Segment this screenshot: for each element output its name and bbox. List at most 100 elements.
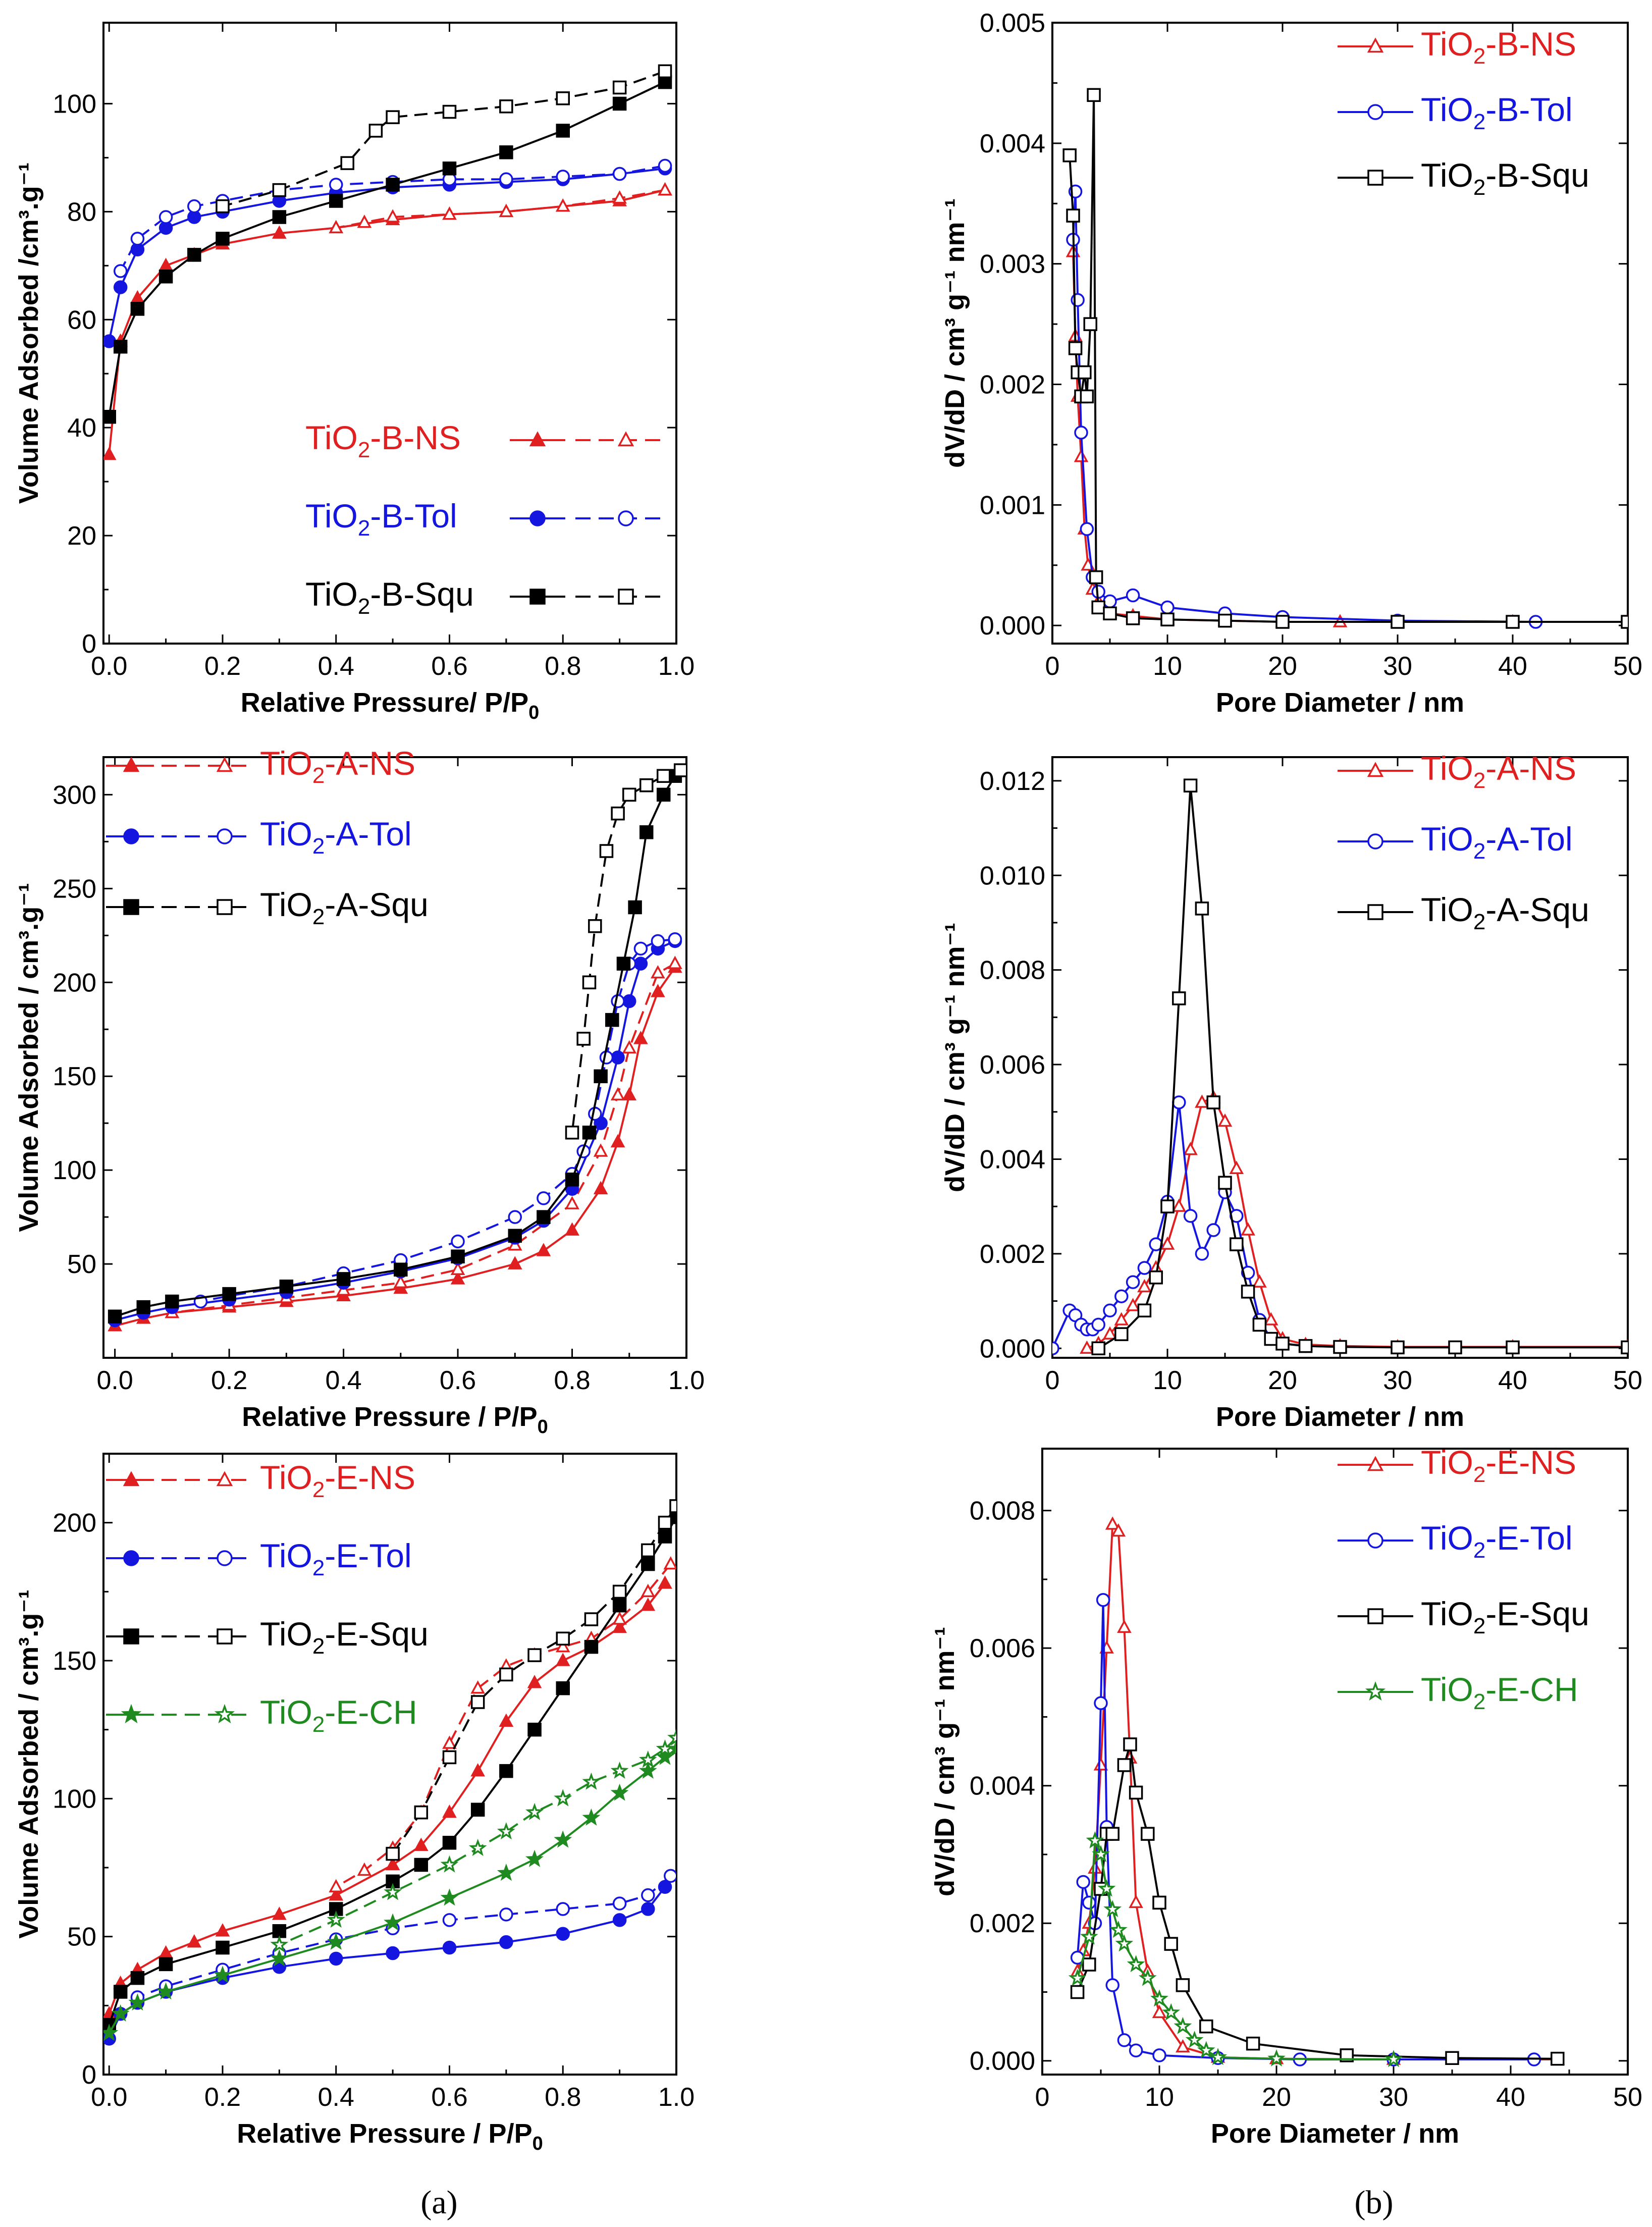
legend-marker-filled [529, 431, 546, 447]
data-point-distribution [1209, 2048, 1227, 2065]
data-point-distribution [1152, 2048, 1166, 2062]
data-point-distribution [1176, 1978, 1190, 1992]
data-point-desorption [329, 1879, 344, 1893]
data-point-adsorption [103, 2024, 119, 2041]
data-point-distribution [1621, 615, 1628, 629]
legend: TiO2-E-NS TiO2-E-Tol TiO2-E-Squ TiO2-E-CH [106, 1459, 429, 1737]
legend-marker-open [618, 589, 634, 605]
data-point-desorption [641, 1888, 655, 1902]
data-point-adsorption [336, 1272, 351, 1286]
data-point-adsorption [611, 1050, 625, 1065]
data-point-desorption [555, 198, 570, 212]
data-point-desorption [599, 1050, 614, 1065]
data-point-distribution [1137, 1261, 1152, 1275]
legend-marker-filled [123, 828, 139, 844]
legend-label: TiO2-B-Squ [305, 575, 474, 619]
data-point-distribution [1152, 2004, 1167, 2019]
data-point-adsorption [536, 1243, 551, 1256]
y-tick-label: 80 [67, 197, 96, 227]
data-point-distribution [1199, 2019, 1213, 2034]
data-point-adsorption [386, 1946, 400, 1960]
data-point-distribution [1129, 1894, 1143, 1908]
y-tick-label: 0.004 [980, 129, 1045, 158]
data-point-distribution [1137, 1279, 1152, 1293]
legend-label: TiO2-E-Squ [1421, 1595, 1589, 1638]
legend-label: TiO2-E-Tol [260, 1537, 412, 1580]
y-tick-label: 150 [52, 1647, 96, 1676]
series-line-distribution [1086, 1096, 1628, 1350]
legend-label: TiO2-E-CH [260, 1693, 417, 1737]
panel-label-b: (b) [1355, 2184, 1394, 2221]
series-line-distribution [1076, 1744, 1558, 2060]
data-point-adsorption [451, 1249, 465, 1263]
data-point-distribution [1114, 1289, 1129, 1303]
data-point-adsorption [616, 957, 631, 971]
data-point-desorption [611, 806, 625, 821]
legend-marker [1367, 170, 1383, 186]
y-axis-title: Volume Adsorbed / cm³.g⁻¹ [14, 1589, 44, 1939]
x-axis-title: Pore Diameter / nm [1216, 687, 1464, 718]
data-point-desorption [669, 1499, 676, 1513]
data-point-adsorption [440, 1888, 459, 1906]
y-tick-label: 100 [52, 1784, 96, 1814]
chart-pore-size-tio2-a: 0 10 20 30 40 50 0.000 0.002 0.004 0.006 0.008 0.01… [940, 750, 1642, 1432]
data-point-distribution [1096, 1593, 1110, 1607]
data-point-desorption [499, 1907, 513, 1922]
x-tick-label: 0.0 [91, 652, 127, 681]
data-point-adsorption [414, 1858, 429, 1872]
data-point-distribution [1080, 1927, 1098, 1945]
data-point-adsorption [641, 1902, 655, 1916]
data-point-desorption [658, 158, 672, 173]
data-point-distribution [1195, 902, 1209, 916]
x-tick-label: 0.0 [96, 1366, 133, 1395]
data-point-distribution [1126, 1298, 1140, 1311]
data-point-distribution [1160, 612, 1175, 626]
data-point-desorption [588, 919, 602, 933]
x-tick-label: 10 [1145, 2083, 1174, 2112]
data-point-distribution [1074, 426, 1088, 440]
data-point-distribution [1551, 2051, 1565, 2066]
data-point-adsorption [565, 1172, 579, 1187]
data-point-distribution [1083, 317, 1097, 331]
data-point-desorption [611, 994, 625, 1009]
data-point-desorption [499, 172, 513, 186]
data-point-adsorption [658, 1880, 672, 1894]
data-point-distribution [1091, 1341, 1105, 1356]
data-point-desorption [393, 1275, 408, 1288]
data-point-desorption [340, 156, 354, 170]
y-tick-label: 0.002 [980, 1240, 1045, 1269]
legend-marker-open [618, 510, 634, 526]
x-tick-label: 0.6 [431, 2083, 467, 2112]
data-point-distribution [1160, 1236, 1175, 1250]
legend-label: TiO2-A-Tol [260, 815, 412, 859]
data-point-desorption [468, 1838, 487, 1856]
data-point-desorption [658, 64, 672, 79]
legend-marker-filled [123, 1550, 139, 1566]
data-point-adsorption [622, 1087, 637, 1101]
data-point-desorption [664, 1869, 676, 1883]
data-point-adsorption [639, 825, 654, 839]
data-point-distribution [1129, 1785, 1143, 1800]
plot-area [1052, 778, 1628, 1356]
legend-marker-open [217, 1550, 233, 1566]
x-tick-label: 0.4 [318, 652, 354, 681]
data-point-adsorption [555, 1653, 570, 1666]
data-point-desorption [555, 1639, 570, 1653]
legend-label: TiO2-B-Squ [1421, 156, 1589, 200]
legend-marker [1367, 1532, 1383, 1549]
data-point-distribution [1218, 613, 1232, 628]
data-point-adsorption [272, 1924, 287, 1938]
plot-area [103, 1499, 676, 2046]
data-point-adsorption [556, 1927, 570, 1941]
data-point-distribution [1160, 1199, 1175, 1213]
data-point-distribution [1126, 611, 1140, 625]
y-tick-label: 0.003 [980, 250, 1045, 279]
y-tick-label: 0.002 [970, 1909, 1035, 1938]
x-tick-label: 0.6 [440, 1366, 476, 1395]
data-point-distribution [1117, 2033, 1132, 2047]
legend-label: TiO2-B-Tol [305, 497, 457, 541]
data-point-adsorption [651, 984, 665, 997]
data-point-distribution [1246, 2036, 1260, 2051]
series-line-distribution [1072, 251, 1628, 623]
data-point-distribution [1448, 1340, 1462, 1355]
